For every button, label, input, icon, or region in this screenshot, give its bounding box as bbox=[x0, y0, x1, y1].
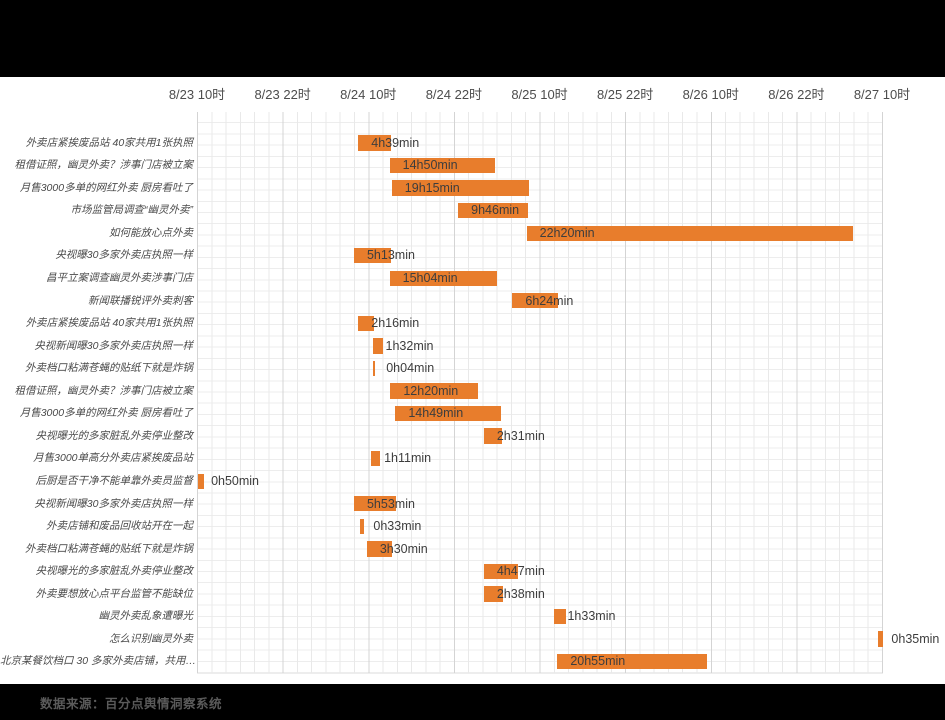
bar-duration-label: 6h24min bbox=[525, 293, 574, 308]
bar-duration-label: 0h50min bbox=[211, 473, 260, 488]
bar-duration-label: 2h16min bbox=[371, 316, 420, 331]
axis-tick-label: 8/23 22时 bbox=[254, 87, 311, 102]
bar-duration-label: 14h50min bbox=[402, 158, 458, 173]
bar-duration-label: 1h32min bbox=[385, 338, 434, 353]
gantt-bar bbox=[389, 270, 498, 286]
bar-duration-label: 3h30min bbox=[379, 541, 428, 556]
gantt-bar bbox=[483, 563, 518, 580]
axis-tick-label: 8/24 22时 bbox=[425, 87, 483, 102]
bar-duration-label: 5h13min bbox=[366, 248, 415, 263]
bar-duration-label: 12h20min bbox=[403, 383, 459, 398]
bar-duration-label: 2h38min bbox=[496, 586, 545, 601]
gantt-bar bbox=[358, 135, 392, 151]
row-label: 新闻联播锐评外卖刺客 bbox=[88, 294, 193, 307]
bar-duration-label: 5h53min bbox=[366, 496, 415, 511]
row-label: 外卖档口粘满苍蝇的贴纸下就是炸锅 bbox=[25, 362, 193, 375]
bar-duration-label: 1h11min bbox=[384, 451, 432, 466]
bar-duration-label: 0h04min bbox=[386, 361, 435, 376]
data-source-note: 数据来源：百分点舆情洞察系统 bbox=[40, 696, 223, 711]
row-label: 后厨是否干净不能单靠外卖员监督 bbox=[35, 474, 194, 487]
gantt-bar bbox=[390, 383, 479, 399]
row-label: 外卖店铺和废品回收站开在一起 bbox=[46, 520, 193, 533]
bar-duration-label: 20h55min bbox=[570, 654, 626, 669]
gantt-bar bbox=[198, 473, 204, 489]
gantt-bar bbox=[371, 451, 380, 467]
gantt-bar bbox=[483, 586, 503, 602]
row-label: 怎么识别幽灵外卖 bbox=[109, 632, 193, 645]
axis-tick-label: 8/25 22时 bbox=[596, 87, 654, 102]
axis-tick-label: 8/23 10时 bbox=[168, 87, 226, 102]
time-axis: 8/23 10时 8/23 22时 8/24 10时 8/24 22时 8/25 10时… bbox=[0, 0, 945, 102]
row-label: 外卖要想放心点平台监管不能缺位 bbox=[35, 587, 194, 600]
row-label: 外卖店紧挨废品站 40家共用1张执照 bbox=[25, 317, 193, 330]
row-label: 幽灵外卖乱象遭曝光 bbox=[98, 610, 194, 623]
gantt-bar bbox=[372, 338, 384, 354]
row-label: 外卖档口粘满苍蝇的贴纸下就是炸锅 bbox=[25, 542, 193, 555]
gantt-bar bbox=[373, 360, 376, 377]
bar-duration-label: 4h39min bbox=[371, 135, 420, 150]
topic-label-column: 外卖店紧挨废品站 40家共用1张执照 租借证照，幽灵外卖？涉事门店被立案 月售300… bbox=[0, 112, 197, 673]
row-label: 北京某餐饮档口 30 多家外卖店铺，共用… bbox=[0, 655, 197, 668]
gantt-bar bbox=[512, 293, 559, 309]
top-letterbox-bar bbox=[0, 0, 945, 77]
row-label: 外卖店紧挨废品站 40家共用1张执照 bbox=[25, 136, 193, 149]
gantt-bar bbox=[358, 315, 375, 332]
row-label: 央视新闻曝30多家外卖店执照一样 bbox=[34, 339, 193, 352]
axis-tick-label: 8/25 10时 bbox=[511, 87, 568, 102]
row-label: 央视曝光的多家脏乱外卖停业整改 bbox=[35, 565, 194, 578]
gantt-bar bbox=[557, 653, 707, 670]
gantt-bar bbox=[554, 608, 566, 625]
row-label: 如何能放心点外卖 bbox=[109, 226, 193, 239]
gantt-plot-area: 4h39min 14h50min 19h15min 9h46min 22h20min 5h… bbox=[197, 112, 939, 674]
gantt-bar bbox=[353, 248, 392, 264]
row-label: 央视曝30多家外卖店执照一样 bbox=[55, 249, 193, 262]
gantt-bar bbox=[483, 428, 502, 444]
bar-duration-label: 0h35min bbox=[891, 631, 940, 646]
axis-tick-label: 8/26 22时 bbox=[768, 87, 825, 102]
row-label: 月售3000多单的网红外卖 厨房看吐了 bbox=[19, 181, 193, 194]
row-label: 月售3000多单的网红外卖 厨房看吐了 bbox=[19, 407, 193, 420]
gantt-bar bbox=[360, 518, 365, 534]
bar-duration-label: 19h15min bbox=[404, 180, 460, 195]
bar-duration-label: 1h33min bbox=[567, 609, 616, 624]
row-label: 央视新闻曝30多家外卖店执照一样 bbox=[34, 497, 193, 510]
bar-duration-label: 15h04min bbox=[402, 271, 458, 285]
bar-duration-label: 2h31min bbox=[496, 428, 545, 443]
bottom-letterbox-bar: 数据来源：百分点舆情洞察系统 bbox=[0, 684, 945, 720]
row-label: 月售3000单高分外卖店紧挨废品站 bbox=[33, 452, 193, 465]
gantt-bar bbox=[391, 180, 530, 196]
axis-tick-label: 8/27 10时 bbox=[853, 87, 911, 102]
gantt-bar bbox=[395, 405, 502, 422]
gantt-bar bbox=[878, 631, 883, 647]
row-label: 昌平立案调查幽灵外卖涉事门店 bbox=[46, 272, 193, 284]
axis-tick-label: 8/26 10时 bbox=[682, 87, 739, 102]
bar-duration-label: 9h46min bbox=[471, 203, 520, 218]
row-label: 租借证照，幽灵外卖？涉事门店被立案 bbox=[14, 384, 194, 397]
gantt-bar bbox=[526, 225, 854, 241]
gantt-bar bbox=[389, 157, 496, 174]
row-label: 市场监管局调查“幽灵外卖” bbox=[70, 204, 194, 217]
bar-duration-label: 0h33min bbox=[373, 519, 422, 534]
row-label: 租借证照，幽灵外卖？涉事门店被立案 bbox=[14, 159, 194, 172]
gantt-bar bbox=[353, 496, 396, 512]
gantt-bar bbox=[366, 541, 392, 557]
bar-duration-label: 14h49min bbox=[408, 406, 464, 421]
row-label: 央视曝光的多家脏乱外卖停业整改 bbox=[35, 429, 194, 442]
gantt-bar bbox=[458, 202, 528, 219]
bar-duration-label: 4h47min bbox=[496, 564, 545, 579]
bar-duration-label: 22h20min bbox=[539, 225, 595, 240]
axis-tick-label: 8/24 10时 bbox=[340, 87, 397, 102]
